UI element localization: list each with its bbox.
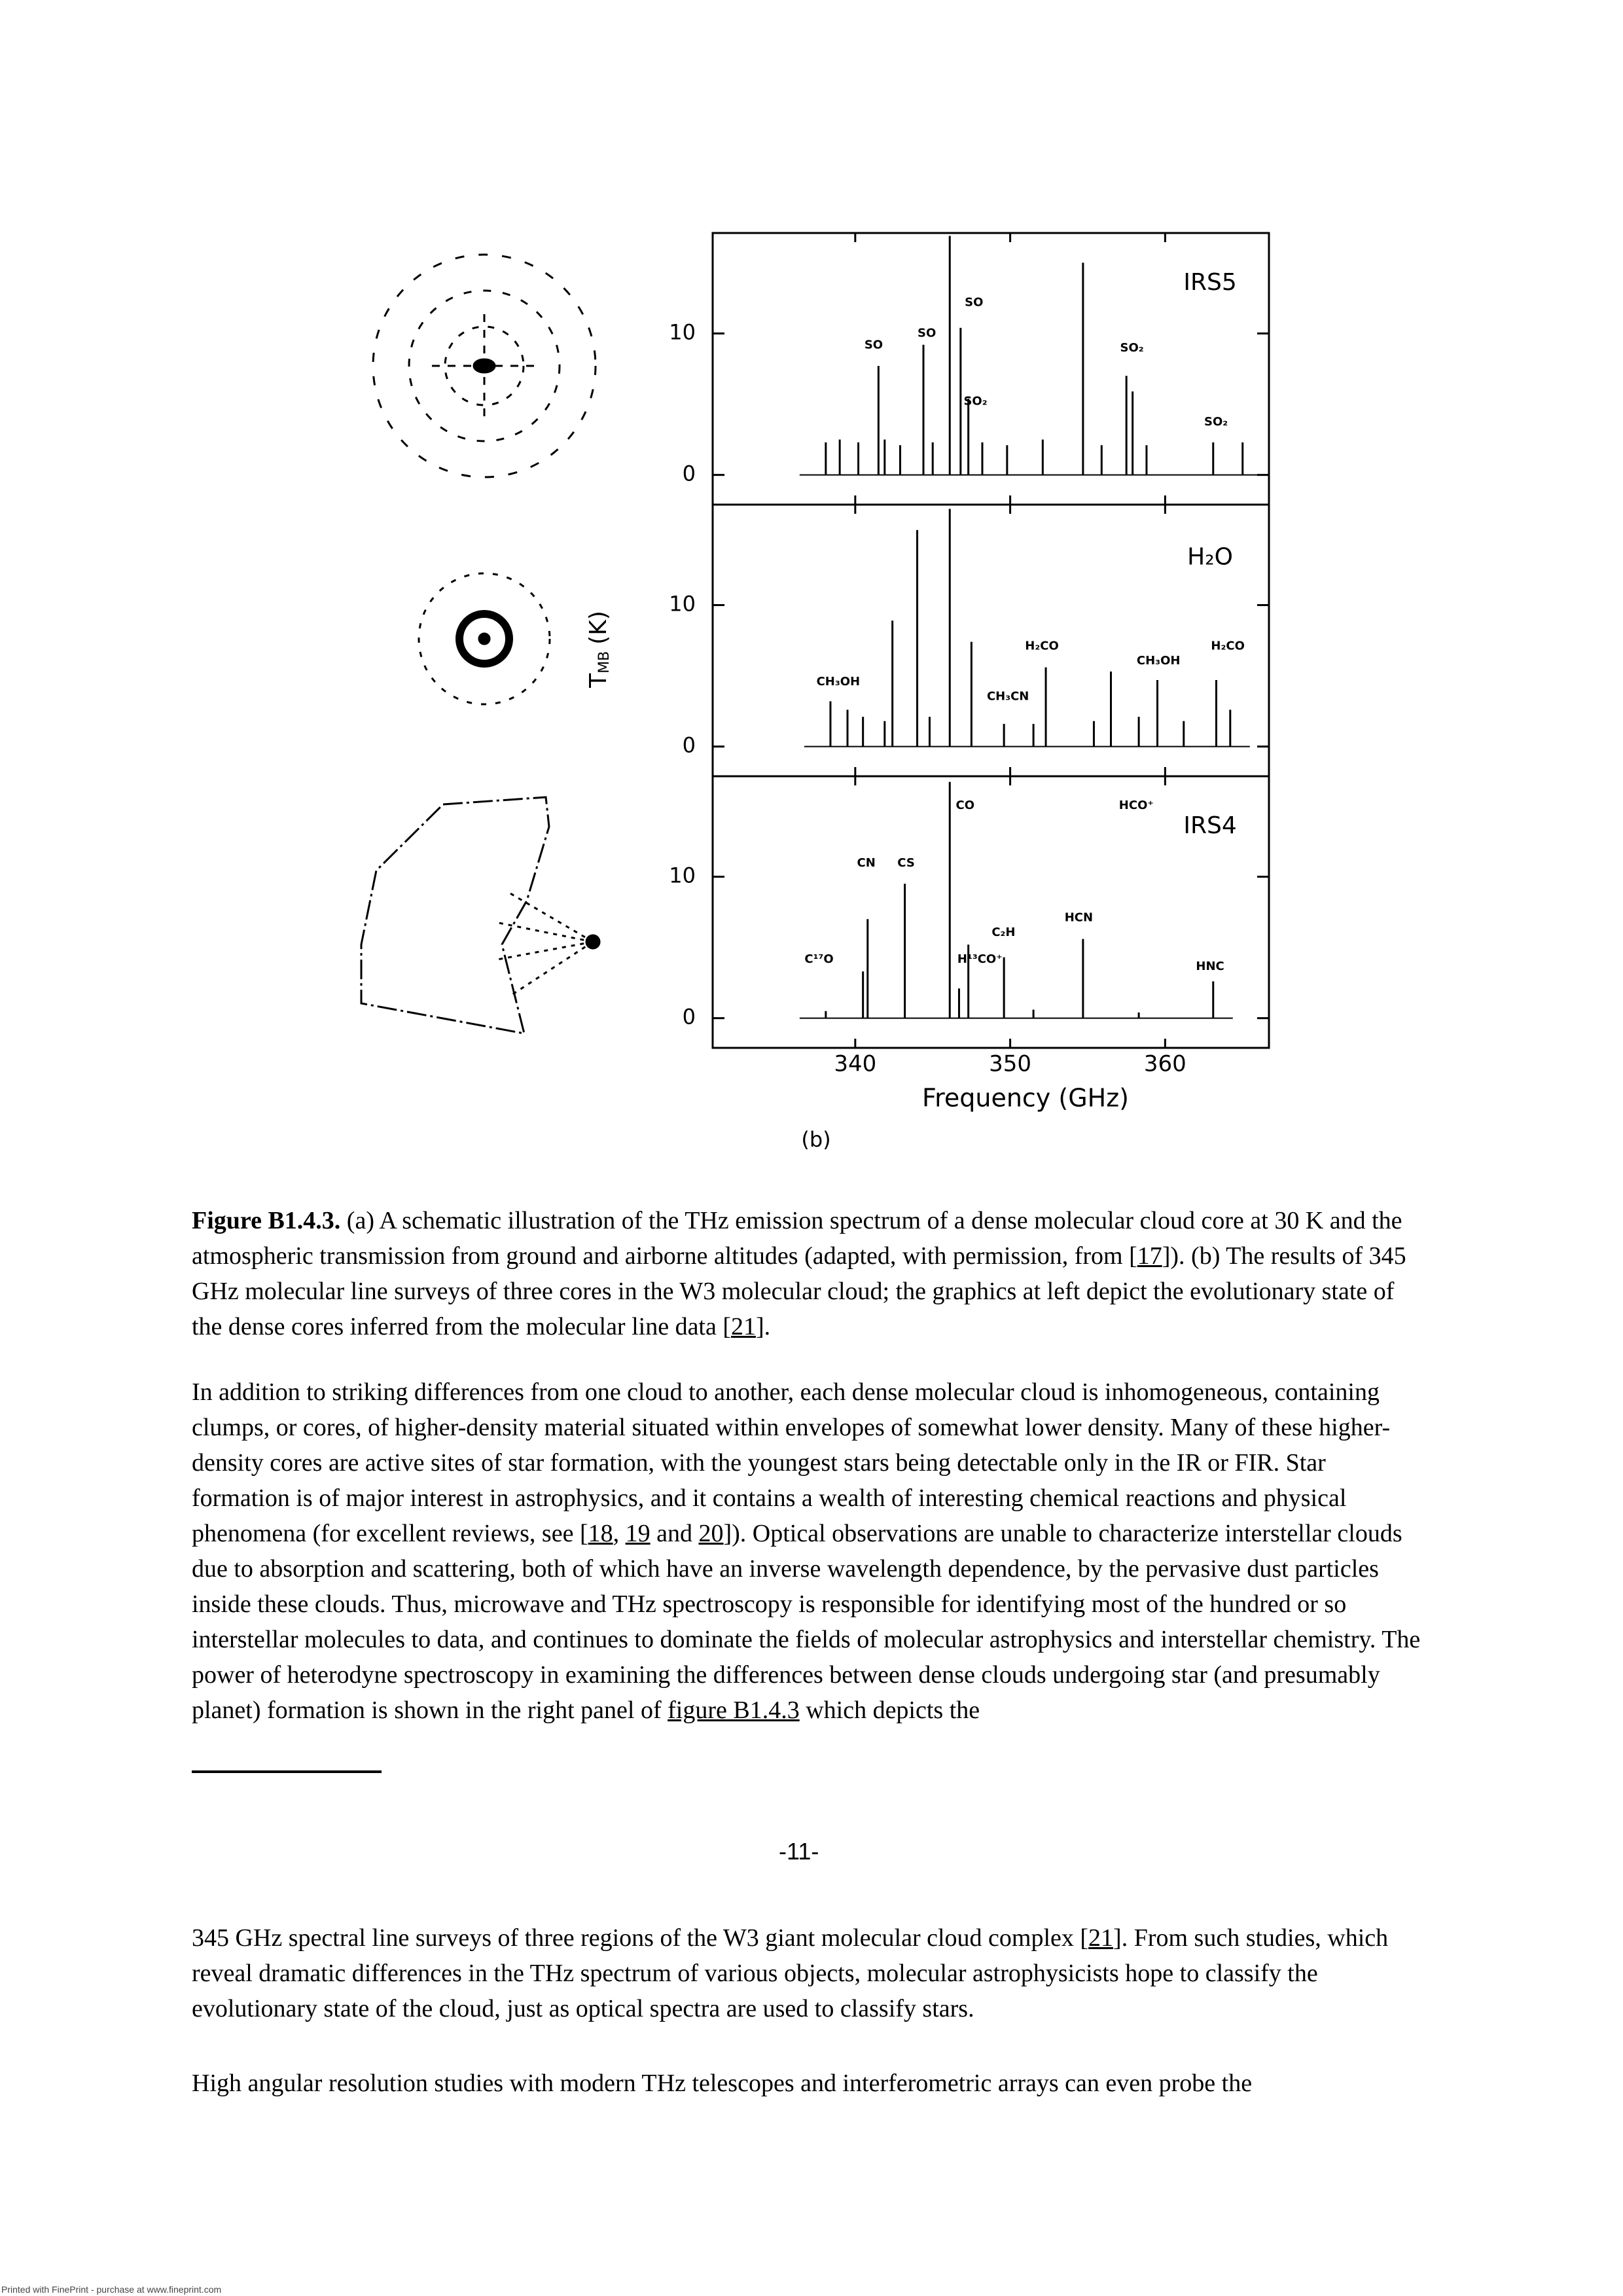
text-run: ]. From such studies, which reveal drama… <box>192 1924 1389 2022</box>
cloud-outline <box>360 796 550 1035</box>
line-label: CS <box>897 856 915 870</box>
y-tick-label: 10 <box>669 591 696 616</box>
schematics <box>360 253 601 1035</box>
text-run: 345 GHz spectral line surveys of three r… <box>192 1924 1089 1952</box>
y-axis-label: TMB (K) <box>585 611 613 689</box>
y-tick-label: 0 <box>683 1005 696 1030</box>
text-run: which depicts the <box>799 1696 980 1724</box>
x-tick-label: 340 <box>834 1051 876 1077</box>
core-ring <box>455 610 513 668</box>
footnote-rule <box>192 1770 382 1773</box>
line-label: CH₃CN <box>987 689 1029 703</box>
reference-link[interactable]: 21 <box>1088 1924 1114 1952</box>
y-axis-subscript: MB <box>596 651 613 673</box>
line-label: CH₃OH <box>817 675 861 689</box>
envelope-ring <box>444 325 525 406</box>
reference-link[interactable]: 17 <box>1137 1242 1162 1270</box>
envelope-ring <box>408 289 561 442</box>
y-tick-label: 0 <box>683 733 696 758</box>
line-label: HNC <box>1196 960 1224 973</box>
line-label: H¹³CO⁺ <box>957 952 1003 966</box>
footer: Printed with FinePrint - purchase at www… <box>1 2284 222 2295</box>
line-label: CH₃OH <box>1137 654 1181 668</box>
reference-link[interactable]: 20 <box>698 1520 724 1547</box>
text-run: In addition to striking differences from… <box>192 1378 1391 1547</box>
envelope-ring <box>372 253 597 478</box>
caption: Figure B1.4.3. (a) A schematic illustrat… <box>192 1203 1425 1344</box>
figure: Frequency (GHz) (b) TMB (K) 340 350 360 0 10 S… <box>360 232 1270 1152</box>
x-tick-label: 360 <box>1144 1051 1186 1077</box>
y-axis-symbol: T <box>585 673 612 689</box>
figure-label: Figure B1.4.3. <box>192 1207 341 1234</box>
paragraph: High angular resolution studies with mod… <box>192 2066 1425 2101</box>
paragraph: 345 GHz spectral line surveys of three r… <box>192 1920 1425 2026</box>
line-label: H₂CO <box>1025 639 1058 653</box>
line-label: CN <box>857 856 876 870</box>
text-run: ]). (b) The results of 345 GHz molecular… <box>192 1242 1406 1340</box>
reference-link[interactable]: 18 <box>588 1520 613 1547</box>
text-run: (a) A schematic illustration of the THz … <box>192 1207 1402 1270</box>
paragraph: In addition to striking differences from… <box>192 1374 1425 1728</box>
reference-link[interactable]: 21 <box>731 1313 757 1340</box>
line-label: HCO⁺ <box>1119 798 1154 812</box>
source-name: IRS4 <box>1183 812 1236 839</box>
source-name: H₂O <box>1187 543 1233 570</box>
envelope-ring <box>418 572 551 706</box>
text-run: and <box>650 1520 699 1547</box>
line-label: HCN <box>1065 911 1093 925</box>
line-label: SO <box>918 327 936 340</box>
outflow <box>497 891 594 996</box>
line-label: SO <box>965 295 983 309</box>
panel-label: (b) <box>801 1127 830 1152</box>
x-tick-label: 350 <box>989 1051 1031 1077</box>
text-run: High angular resolution studies with mod… <box>192 2070 1253 2097</box>
core <box>478 632 491 645</box>
text-run: , <box>613 1520 626 1547</box>
y-tick-label: 10 <box>669 863 696 888</box>
text-run: ]. <box>756 1313 771 1340</box>
reference-link[interactable]: 19 <box>625 1520 651 1547</box>
line-label: SO <box>865 338 883 352</box>
line-label: C¹⁷O <box>804 952 833 966</box>
y-tick-label: 10 <box>669 319 696 344</box>
x-axis-label: Frequency (GHz) <box>922 1084 1129 1113</box>
line-label: SO₂ <box>1120 341 1144 355</box>
y-tick-label: 0 <box>683 461 696 486</box>
page-number: -11- <box>779 1838 819 1865</box>
line-label: C₂H <box>991 925 1015 939</box>
line-label: H₂CO <box>1211 639 1244 653</box>
line-label: SO₂ <box>963 394 987 408</box>
line-label: CO <box>956 798 975 812</box>
reference-link[interactable]: figure B1.4.3 <box>668 1696 800 1724</box>
y-axis-unit: (K) <box>585 611 612 645</box>
plot-frame <box>711 232 1270 1049</box>
text-run: ]). Optical observations are unable to c… <box>192 1520 1421 1724</box>
line-label: SO₂ <box>1204 415 1228 429</box>
source-name: IRS5 <box>1183 269 1236 296</box>
